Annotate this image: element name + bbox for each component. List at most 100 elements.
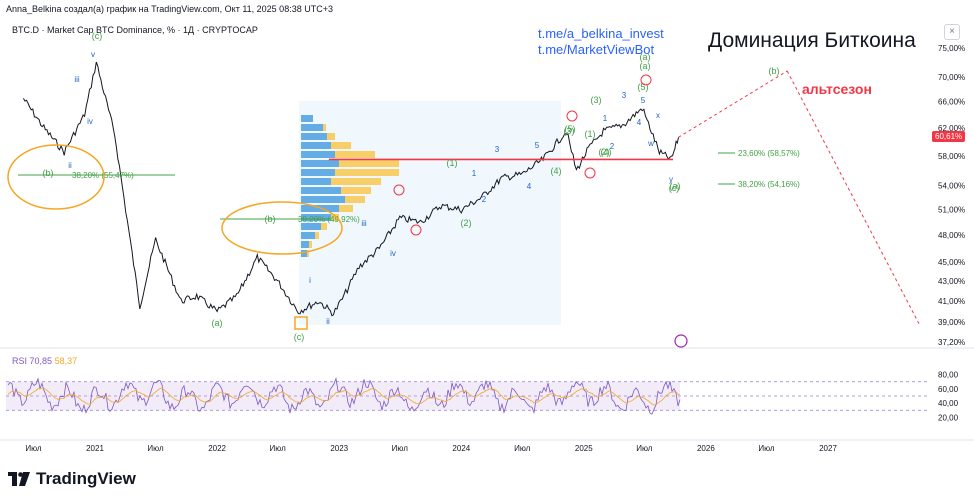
wave-label-blue: 4: [527, 182, 532, 191]
wave-label-blue: iii: [361, 219, 367, 228]
wave-label-blue: 3: [622, 91, 627, 100]
y-tick-label: 43,00%: [938, 277, 965, 286]
wave-label-blue: 3: [495, 145, 500, 154]
chart-grid: [0, 347, 974, 441]
orange-box: [294, 316, 308, 330]
wave-label-green: (2): [461, 218, 472, 228]
x-tick-label: Июл: [392, 444, 409, 453]
x-tick-label: 2025: [575, 444, 593, 453]
projection-line: [786, 70, 920, 325]
volume-bar-yellow: [341, 187, 371, 194]
y-axis: 75,00%70,00%66,00%62,00%58,00%54,00%51,0…: [938, 44, 965, 347]
rsi-tick-label: 80,00: [938, 370, 959, 379]
telegram-link-2[interactable]: t.me/MarketViewBot: [538, 42, 655, 57]
volume-bar-blue: [301, 133, 327, 140]
rsi-tick-label: 20,00: [938, 414, 959, 423]
volume-bar-blue: [301, 124, 323, 131]
projection-line: [678, 70, 788, 138]
wave-label-blue: 2: [610, 142, 615, 151]
volume-bar-blue: [301, 178, 331, 185]
volume-bar-blue: [301, 223, 321, 230]
y-tick-label: 66,00%: [938, 98, 965, 107]
volume-bar-yellow: [309, 241, 312, 248]
volume-bar-yellow: [345, 196, 365, 203]
rsi-band: [6, 381, 680, 411]
wave-label-blue: iv: [390, 249, 396, 258]
volume-bar-yellow: [335, 151, 375, 158]
wave-label-blue: w: [647, 139, 654, 148]
x-tick-label: Июл: [147, 444, 164, 453]
y-tick-label: 45,00%: [938, 258, 965, 267]
fib-level-label: 38,20% (54,16%): [738, 180, 800, 189]
wave-label-blue: ii: [68, 161, 72, 170]
wave-label-blue: 5: [641, 96, 646, 105]
wave-label-blue: i: [309, 276, 311, 285]
x-tick-label: 2026: [697, 444, 715, 453]
volume-bar-blue: [301, 115, 313, 122]
volume-bar-yellow: [323, 124, 326, 131]
wave-label-blue: iv: [87, 117, 93, 126]
wave-label-green: (b): [769, 66, 780, 76]
wave-label-blue: iii: [74, 75, 80, 84]
volume-bar-blue: [301, 187, 341, 194]
volume-bar-yellow: [327, 133, 335, 140]
wave-label-green: (b): [43, 168, 54, 178]
x-tick-label: Июл: [636, 444, 653, 453]
volume-bar-blue: [301, 160, 339, 167]
y-tick-label: 75,00%: [938, 44, 965, 53]
volume-bar-blue: [301, 169, 335, 176]
close-icon[interactable]: ×: [944, 24, 960, 40]
volume-bar-yellow: [321, 223, 327, 230]
volume-bar-blue: [301, 250, 307, 257]
red-circle-marker: [410, 224, 422, 236]
wave-label-blue: ii: [326, 317, 330, 326]
red-circle-marker: [566, 110, 578, 122]
telegram-link-1[interactable]: t.me/a_belkina_invest: [538, 26, 664, 41]
volume-bar-blue: [301, 205, 339, 212]
volume-bar-yellow: [339, 160, 399, 167]
y-tick-label: 70,00%: [938, 73, 965, 82]
wave-label-blue: 5: [535, 141, 540, 150]
fib-level-label: 23,60% (58,57%): [738, 149, 800, 158]
wave-label-green: (4): [551, 166, 562, 176]
x-axis: Июл 2021 Июл 2022 Июл 2023 Июл 2024 Июл 2025 Июл 20…: [25, 444, 837, 453]
tradingview-logo[interactable]: TradingView: [8, 469, 136, 489]
red-circle-marker: [584, 167, 596, 179]
lightning-icon: [674, 334, 688, 348]
volume-bar-yellow: [331, 214, 339, 221]
orange-ellipse: [7, 144, 105, 210]
rsi-panel: [6, 376, 930, 415]
wave-label-blue: 2: [482, 195, 487, 204]
wave-label-blue: x: [656, 111, 660, 120]
volume-bar-yellow: [331, 178, 381, 185]
volume-profile-bars: [301, 115, 399, 257]
chart-title: Доминация Биткоина: [708, 29, 916, 52]
y-tick-label: 41,00%: [938, 297, 965, 306]
rsi-tick-label: 40,00: [938, 399, 959, 408]
rsi-legend[interactable]: RSI 70,85 58,37: [12, 356, 77, 366]
volume-bar-blue: [301, 241, 309, 248]
wave-label-green: (5): [638, 82, 649, 92]
y-tick-label: 39,00%: [938, 318, 965, 327]
wave-label-blue: 1: [603, 114, 608, 123]
price-series: [22, 61, 679, 317]
volume-bar-yellow: [335, 169, 399, 176]
fib-level-label: 38,20% (55,47%): [72, 171, 134, 180]
rsi-line: [7, 376, 681, 415]
wave-label-green: (1): [585, 129, 596, 139]
wave-label-green: (a): [640, 61, 651, 71]
y-tick-label: 37,20%: [938, 338, 965, 347]
rsi-signal-line: [7, 387, 681, 406]
fib-level-label: 38,20% (49,92%): [298, 215, 360, 224]
volume-bar-blue: [301, 196, 345, 203]
volume-bar-yellow: [339, 205, 353, 212]
x-tick-label: Июл: [514, 444, 531, 453]
y-tick-label: 54,00%: [938, 182, 965, 191]
wave-label-blue: v: [91, 50, 95, 59]
rsi-axis: 80,00 60,00 40,00 20,00: [938, 370, 959, 422]
wave-label-green: (c): [294, 332, 305, 342]
symbol-title[interactable]: BTC.D · Market Cap BTC Dominance, % · 1Д…: [12, 25, 258, 35]
wave-label-blue: y: [669, 175, 673, 184]
volume-bar-yellow: [331, 142, 351, 149]
